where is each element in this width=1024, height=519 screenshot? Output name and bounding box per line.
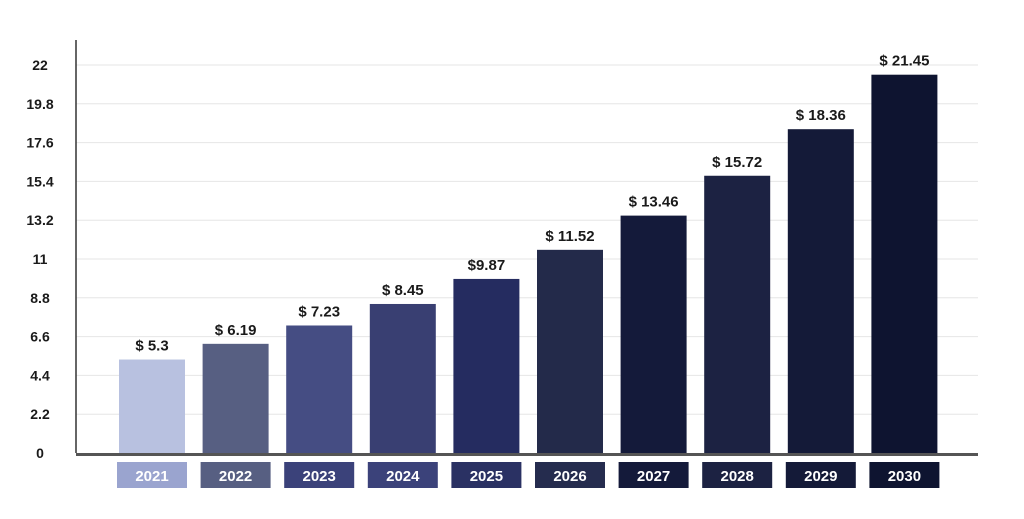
bar: [871, 74, 938, 453]
bar: [202, 343, 269, 453]
data-label: $ 8.45: [382, 282, 424, 299]
category-label-box: [367, 462, 438, 488]
bar: [537, 249, 603, 453]
y-tick-label: 13.2: [26, 212, 53, 228]
category-label: 2024: [386, 468, 420, 485]
y-tick-label: 17.6: [26, 135, 53, 151]
y-tick-label: 4.4: [30, 367, 50, 383]
category-label-box: [869, 462, 940, 488]
category-label: 2021: [135, 468, 168, 485]
data-label: $ 21.45: [879, 53, 929, 70]
bar: [286, 325, 353, 453]
data-label: $ 18.36: [796, 107, 846, 124]
bars: [119, 74, 938, 454]
y-tick-label: 15.4: [26, 173, 53, 189]
category-label: 2025: [470, 468, 503, 485]
data-label: $ 15.72: [712, 154, 762, 171]
category-label-box: [702, 462, 773, 488]
category-label: 2026: [553, 468, 586, 485]
y-tick-label: 8.8: [30, 290, 50, 306]
category-label-box: [200, 462, 271, 488]
category-label-box: [284, 462, 355, 488]
category-label: 2023: [303, 468, 336, 485]
bar: [453, 278, 520, 453]
y-tick-label: 11: [33, 251, 48, 267]
y-tick-label: 2.2: [30, 406, 50, 422]
bar: [787, 129, 854, 454]
category-label-box: [618, 462, 689, 488]
category-label-box: [535, 462, 605, 488]
category-label: 2022: [219, 468, 252, 485]
category-label: 2029: [804, 468, 837, 485]
data-labels: $ 5.3 $ 6.19 $ 7.23 $ 8.45 $9.87 $ 11.52 $ 13.…: [135, 53, 929, 355]
data-label: $ 11.52: [545, 228, 594, 245]
y-tick-label: 19.8: [26, 96, 53, 112]
y-tick-label: 22: [32, 57, 48, 73]
bar: [119, 359, 185, 453]
bar: [620, 215, 687, 453]
data-label: $ 7.23: [298, 303, 340, 320]
y-tick-label: 6.6: [30, 329, 50, 345]
data-label: $ 6.19: [215, 322, 257, 339]
y-tick-label: 0: [36, 445, 44, 461]
data-label: $9.87: [468, 257, 506, 274]
category-labels: 2021 2022 2023 2024 2025 2026 2027 2028 2029 2030: [117, 462, 940, 488]
data-label: $ 5.3: [135, 338, 168, 355]
category-label-box: [785, 462, 856, 488]
bar: [369, 303, 436, 453]
y-axis-ticks: 0 2.2 4.4 6.6 8.8 11 13.2 15.4 17.6 19.8 22: [26, 57, 53, 461]
category-label-box: [451, 462, 522, 488]
category-label: 2027: [637, 468, 670, 485]
category-label: 2028: [721, 468, 754, 485]
data-label: $ 13.46: [629, 194, 679, 211]
bar: [704, 175, 771, 454]
category-label-box: [117, 462, 187, 488]
category-label: 2030: [888, 468, 921, 485]
